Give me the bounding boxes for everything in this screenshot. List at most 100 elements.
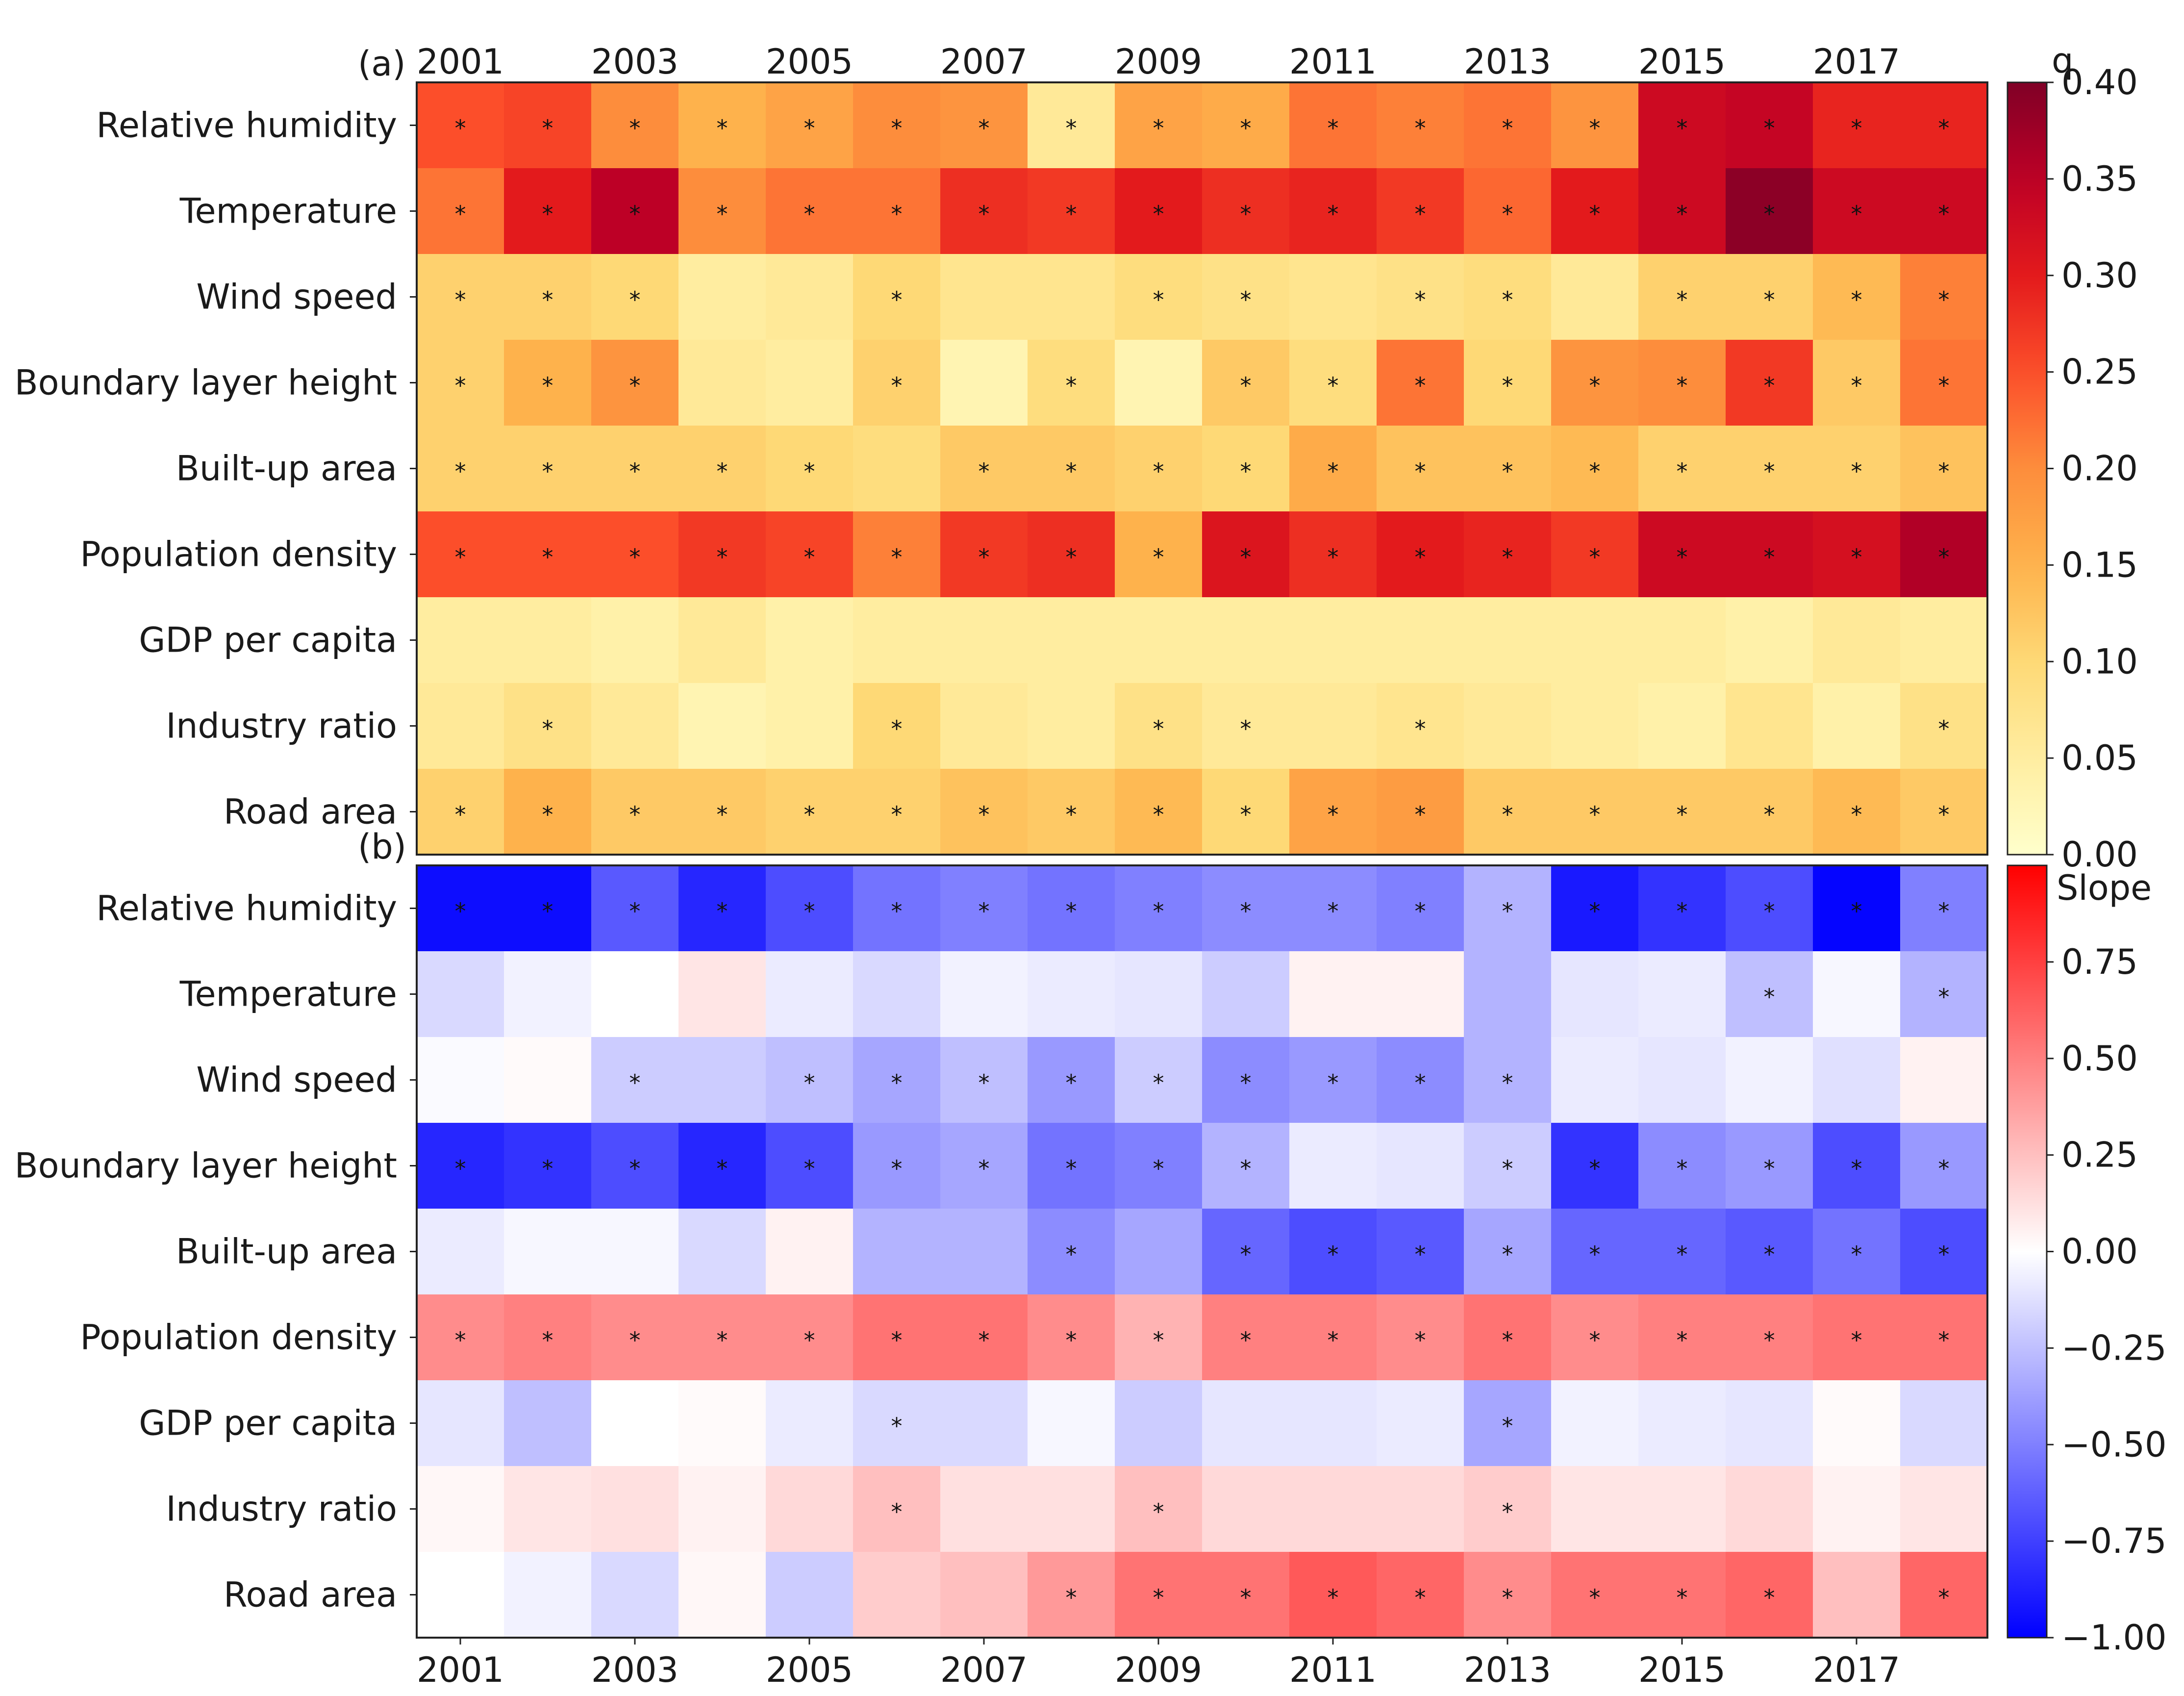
heatmap-cell [591, 1466, 679, 1552]
heatmap-cell [591, 1209, 679, 1295]
heatmap-cell [766, 1466, 854, 1552]
year-tick-label: 2013 [1464, 42, 1551, 82]
heatmap-cell [504, 1123, 592, 1209]
heatmap-cell [1900, 254, 1988, 340]
heatmap-cell [1377, 769, 1464, 855]
heatmap-cell [1551, 1294, 1639, 1381]
heatmap-cell [1464, 1209, 1552, 1295]
heatmap-cell [1289, 426, 1377, 512]
significance-star: * [1066, 1156, 1077, 1182]
heatmap-cell [1464, 597, 1552, 683]
significance-star: * [1240, 373, 1252, 399]
heatmap-cell [1202, 168, 1290, 254]
colorbar-tick-label: −0.25 [2061, 1328, 2167, 1368]
significance-star: * [1415, 544, 1426, 571]
significance-star: * [1066, 1070, 1077, 1096]
significance-star: * [629, 898, 641, 925]
panel-b-heatmap: (b) * * * * * * * * * * * * * * * * * ** ** * * * * * * * * ** * * * * *… [15, 827, 2167, 1690]
significance-star: * [1240, 1070, 1252, 1096]
heatmap-cell [1551, 1552, 1639, 1638]
heatmap-cell [766, 82, 854, 169]
heatmap-cell [1813, 951, 1901, 1038]
heatmap-cell [591, 1123, 679, 1209]
heatmap-cell [1726, 254, 1813, 340]
heatmap-cell [1202, 1294, 1290, 1381]
heatmap-cell [766, 683, 854, 769]
heatmap-cell [766, 426, 854, 512]
heatmap-cell [1900, 1552, 1988, 1638]
significance-star: * [1502, 544, 1513, 571]
heatmap-cell [591, 426, 679, 512]
heatmap-cell [940, 426, 1028, 512]
heatmap-cell [504, 683, 592, 769]
heatmap-cell [1028, 82, 1115, 169]
heatmap-cell [1115, 511, 1203, 598]
heatmap-cell [1289, 1209, 1377, 1295]
significance-star: * [1502, 1499, 1513, 1525]
significance-star: * [979, 544, 990, 571]
significance-star: * [1938, 115, 1950, 142]
heatmap-cell [1115, 82, 1203, 169]
heatmap-cell [1813, 340, 1901, 426]
heatmap-cell [1813, 769, 1901, 855]
heatmap-cell [940, 82, 1028, 169]
significance-star: * [1764, 802, 1775, 828]
heatmap-cell [1900, 511, 1988, 598]
heatmap-cell [1551, 254, 1639, 340]
significance-star: * [1938, 1585, 1950, 1611]
heatmap-cell [1813, 1294, 1901, 1381]
year-tick-label: 2007 [940, 1650, 1028, 1690]
heatmap-cell [940, 511, 1028, 598]
heatmap-cell [678, 426, 766, 512]
significance-star: * [1066, 1241, 1077, 1268]
colorbar-title: Slope [2057, 868, 2152, 908]
heatmap-cell [678, 951, 766, 1038]
heatmap-cell [1900, 597, 1988, 683]
heatmap-cell [678, 82, 766, 169]
significance-star: * [1677, 544, 1688, 571]
significance-star: * [1240, 1327, 1252, 1354]
significance-star: * [1240, 201, 1252, 228]
heatmap-cell [1202, 82, 1290, 169]
heatmap-cell [504, 597, 592, 683]
significance-star: * [542, 544, 553, 571]
heatmap-cell [1202, 865, 1290, 952]
significance-star: * [1328, 373, 1339, 399]
heatmap-cell [417, 865, 504, 952]
significance-star: * [1677, 115, 1688, 142]
heatmap-cell [853, 1552, 941, 1638]
heatmap-cell [853, 865, 941, 952]
row-label: Industry ratio [166, 1489, 397, 1529]
colorbar-title: q [2052, 41, 2073, 81]
row-label: Temperature [179, 191, 397, 231]
colorbar-tick-label: 0.25 [2061, 352, 2138, 392]
significance-star: * [1764, 373, 1775, 399]
significance-star: * [455, 802, 466, 828]
row-label: Road area [224, 792, 397, 832]
significance-star: * [891, 1070, 903, 1096]
significance-star: * [1328, 1327, 1339, 1354]
significance-star: * [891, 1156, 903, 1182]
colorbar-tick-label: 0.15 [2061, 545, 2138, 585]
significance-star: * [455, 373, 466, 399]
significance-star: * [1589, 544, 1601, 571]
significance-star: * [1328, 898, 1339, 925]
significance-star: * [1328, 201, 1339, 228]
significance-star: * [717, 201, 728, 228]
row-label: Relative humidity [96, 888, 397, 929]
heatmap-cell [678, 597, 766, 683]
significance-star: * [891, 1413, 903, 1440]
heatmap-cell [853, 1037, 941, 1123]
heatmap-cell [766, 597, 854, 683]
heatmap-cell [591, 597, 679, 683]
significance-star: * [1851, 1241, 1862, 1268]
heatmap-cell [940, 1552, 1028, 1638]
heatmap-cell [1464, 1552, 1552, 1638]
significance-star: * [629, 1156, 641, 1182]
heatmap-cell [591, 340, 679, 426]
significance-star: * [804, 802, 815, 828]
heatmap-cell [1638, 683, 1726, 769]
heatmap-cell [1900, 1037, 1988, 1123]
heatmap-cell [1464, 426, 1552, 512]
significance-star: * [804, 898, 815, 925]
